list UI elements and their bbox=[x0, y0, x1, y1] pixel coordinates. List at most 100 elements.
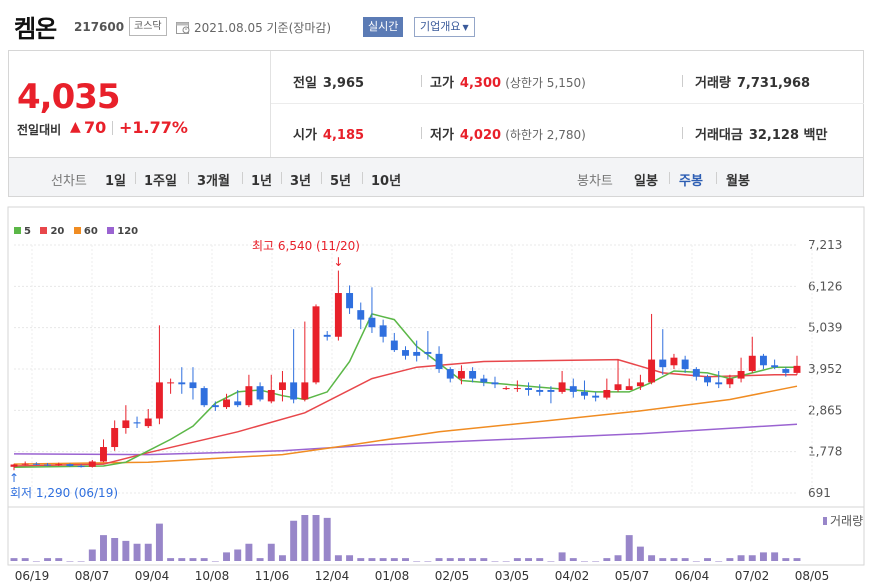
legend-ma60-label: 60 bbox=[83, 226, 98, 237]
ma120-line bbox=[13, 423, 798, 456]
candle-body bbox=[793, 365, 801, 373]
divider bbox=[362, 172, 363, 184]
low-price: 저가 4,020 (하한가 2,780) bbox=[430, 124, 586, 143]
candle-body bbox=[536, 389, 544, 392]
candle-body bbox=[603, 389, 611, 398]
calendar-icon bbox=[176, 22, 190, 34]
divider bbox=[669, 172, 670, 184]
volume-bar bbox=[704, 558, 711, 561]
candle-body bbox=[748, 355, 756, 371]
candle-body bbox=[592, 395, 600, 398]
volume-bar bbox=[759, 552, 767, 561]
prev-close-label: 전일 bbox=[293, 76, 317, 91]
legend-swatch bbox=[40, 227, 48, 234]
tab-1y[interactable]: 1년 bbox=[251, 174, 273, 189]
x-tick-label: 10/08 bbox=[195, 569, 230, 583]
volume-bar bbox=[457, 558, 465, 561]
candle-body bbox=[234, 401, 242, 406]
volume-legend-swatch bbox=[823, 517, 827, 525]
volume-bar bbox=[748, 555, 756, 561]
x-tick-label: 11/06 bbox=[255, 569, 290, 583]
open-value: 4,185 bbox=[322, 128, 365, 143]
candle-body bbox=[681, 359, 689, 370]
tab-monthly[interactable]: 월봉 bbox=[726, 174, 750, 189]
volume-bar bbox=[614, 555, 622, 561]
volume-bar bbox=[502, 561, 510, 562]
candle-body bbox=[323, 334, 331, 337]
stock-chart[interactable]: 7,213 6,126 5,039 3,952 2,865 1,778 691 06/19 08… bbox=[0, 200, 872, 588]
candle-body bbox=[301, 382, 309, 400]
x-tick-label: 02/05 bbox=[435, 569, 470, 583]
up-arrow-icon: ↑ bbox=[9, 471, 19, 485]
tab-5y[interactable]: 5년 bbox=[330, 174, 352, 189]
candle-body bbox=[312, 306, 320, 383]
high-annotation: 최고 6,540 (11/20) bbox=[252, 239, 360, 253]
prev-close: 전일 3,965 bbox=[293, 72, 364, 91]
tab-10y[interactable]: 10년 bbox=[371, 174, 402, 189]
volume-bar bbox=[603, 558, 611, 561]
volume-bar bbox=[793, 558, 801, 561]
tab-3m[interactable]: 3개월 bbox=[197, 174, 230, 189]
candle-body bbox=[547, 389, 555, 392]
tab-1w[interactable]: 1주일 bbox=[144, 174, 177, 189]
candle-body bbox=[66, 464, 74, 467]
candle-body bbox=[614, 384, 622, 390]
volume-bar bbox=[122, 540, 130, 561]
x-tick-label: 08/05 bbox=[795, 569, 830, 583]
open-label: 시가 bbox=[293, 128, 317, 143]
current-price-box: 4,035 전일대비 ▲ 70 +1.77% bbox=[9, 51, 271, 157]
volume-bar bbox=[334, 555, 342, 561]
candle-body bbox=[32, 463, 40, 465]
lower-limit: (하한가 2,780) bbox=[505, 128, 586, 142]
volume-bar bbox=[390, 558, 398, 561]
candle-body bbox=[100, 447, 107, 462]
realtime-button[interactable]: 실시간 bbox=[363, 17, 404, 37]
candle-body bbox=[77, 466, 85, 468]
low-label: 저가 bbox=[430, 128, 454, 143]
y-tick-label: 3,952 bbox=[808, 362, 842, 376]
volume-bar bbox=[592, 561, 600, 562]
volume-bar bbox=[469, 558, 477, 561]
candle-body bbox=[715, 382, 723, 385]
high-label: 고가 bbox=[430, 76, 454, 91]
candle-body bbox=[625, 386, 633, 390]
volume-bar bbox=[10, 558, 18, 561]
tab-3y[interactable]: 3년 bbox=[290, 174, 312, 189]
candle-body bbox=[659, 359, 667, 368]
volume-bar bbox=[536, 558, 544, 561]
company-overview-button[interactable]: 기업개요 ▼ bbox=[414, 17, 475, 37]
change-label: 전일대비 bbox=[17, 123, 62, 137]
amount-value: 32,128 백만 bbox=[748, 128, 828, 143]
volume-bar bbox=[379, 558, 387, 561]
volume-bar bbox=[558, 552, 566, 561]
candle-body bbox=[726, 378, 734, 385]
volume-bar bbox=[402, 558, 409, 561]
legend-ma5: 5 bbox=[14, 226, 31, 237]
tab-daily[interactable]: 일봉 bbox=[634, 174, 658, 189]
stock-header: 켐온 217600 코스닥 2021.08.05 기준(장마감) 실시간 기업개… bbox=[0, 0, 872, 50]
candle-body bbox=[334, 293, 342, 337]
y-tick-label: 2,865 bbox=[808, 403, 842, 417]
trade-amount: 거래대금 32,128 백만 bbox=[695, 124, 827, 143]
market-badge: 코스닥 bbox=[129, 17, 167, 36]
x-tick-label: 06/04 bbox=[675, 569, 710, 583]
candle-body bbox=[211, 405, 219, 408]
company-overview-label: 기업개요 bbox=[420, 20, 461, 33]
volume-bar bbox=[692, 561, 700, 562]
tab-1d[interactable]: 1일 bbox=[105, 174, 127, 189]
tab-weekly[interactable]: 주봉 bbox=[679, 174, 703, 189]
x-tick-label: 06/19 bbox=[15, 569, 50, 583]
candle-body bbox=[502, 388, 510, 390]
candle-body bbox=[782, 369, 790, 373]
volume-bar bbox=[715, 561, 723, 562]
volume-bar bbox=[737, 555, 745, 561]
candle-body bbox=[88, 461, 96, 467]
candle-body bbox=[200, 388, 208, 406]
volume-bar bbox=[659, 558, 667, 561]
candle-body bbox=[759, 355, 767, 366]
x-tick-label: 03/05 bbox=[495, 569, 530, 583]
divider bbox=[281, 172, 282, 184]
divider bbox=[716, 172, 717, 184]
candle-body bbox=[122, 420, 130, 429]
legend-ma20-label: 20 bbox=[50, 226, 65, 237]
